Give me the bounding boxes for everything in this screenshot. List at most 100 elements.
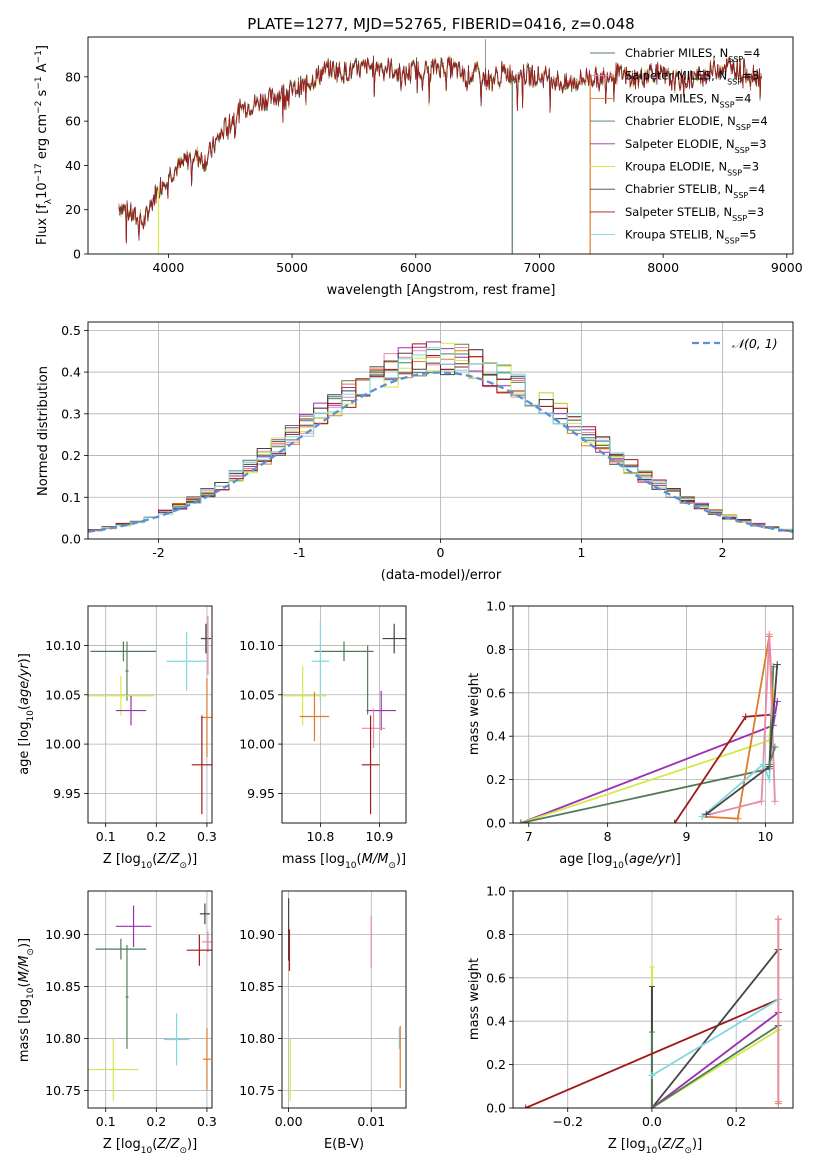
label-part: / (670, 1137, 677, 1152)
weight-series-line (709, 634, 776, 816)
x-tick-label: 8000 (647, 260, 679, 275)
legend-entry: Salpeter ELODIE, NSSP=3 (625, 137, 767, 155)
y-tick-label: 10.00 (45, 737, 81, 752)
y-tick-label: 10.85 (45, 979, 81, 994)
label-part: / (372, 852, 379, 867)
x-axis-label: Z [log10(Z/Z⊙)] (608, 1137, 702, 1156)
legend-nssp: =4 (751, 114, 768, 128)
legend-name: Kroupa STELIB, N (625, 228, 725, 242)
label-part: ⊙ (26, 948, 36, 956)
legend-nssp: =4 (748, 182, 765, 196)
label-part: age (629, 852, 653, 867)
legend-entry: Salpeter STELIB, NSSP=3 (625, 205, 764, 223)
label-part: −1 (34, 76, 44, 89)
legend-sub: SSP (720, 100, 735, 109)
y-tick-label: 9.95 (53, 786, 81, 801)
label-part: Z [log (103, 1137, 141, 1152)
y-axis-label: age [log10(age/yr)] (17, 653, 36, 775)
label-part: )] (17, 938, 32, 948)
x-tick-label: 0.3 (197, 1114, 217, 1129)
weight-series-line (768, 746, 776, 765)
legend-name: Chabrier ELODIE, N (625, 114, 736, 128)
age-vs-mass-axes (278, 606, 406, 827)
label-part: mass [log (282, 852, 345, 867)
legend-entry: Kroupa STELIB, NSSP=5 (625, 228, 756, 246)
y-tick-label: 0.0 (486, 816, 506, 831)
normal-reference-curve (88, 371, 793, 533)
label-part: ( (17, 705, 32, 710)
label-part: )] (692, 1137, 702, 1152)
label-part: / (17, 965, 32, 972)
y-tick-label: 1.0 (486, 884, 506, 899)
legend-name: Kroupa ELODIE, N (625, 160, 727, 174)
y-tick-label: 80 (65, 69, 81, 84)
label-part: yr (657, 852, 673, 867)
y-tick-label: 0.0 (486, 1101, 506, 1116)
weight-series-line (520, 666, 775, 823)
y-tick-label: 0.2 (61, 448, 81, 463)
label-part: 10 (26, 710, 36, 722)
age-vs-mass-plot-area (282, 621, 406, 815)
weight-series-line (651, 998, 779, 1077)
legend-sub: SSP (733, 191, 748, 200)
legend-sub: SSP (727, 168, 742, 177)
label-part: )] (187, 1137, 197, 1152)
legend-nssp: =3 (742, 160, 759, 174)
y-tick-label: 20 (65, 202, 81, 217)
y-tick-label: 10.10 (45, 638, 81, 653)
legend-name: Chabrier STELIB, N (625, 182, 733, 196)
y-tick-label: 0.4 (486, 729, 506, 744)
legend-sub: SSP (732, 213, 747, 222)
spectrum-plot-area (118, 39, 762, 254)
y-tick-label: 10.80 (45, 1031, 81, 1046)
legend-entry: Kroupa MILES, NSSP=4 (625, 91, 751, 109)
y-tick-label: 0.4 (61, 365, 81, 380)
mass-vs-Z-axes (84, 891, 212, 1112)
label-part: ⊙ (179, 861, 187, 871)
label-part: ( (152, 1137, 157, 1152)
label-part: )] (671, 852, 681, 867)
spectrum-axes (84, 76, 788, 258)
label-part: / (17, 675, 32, 682)
weight-series-line (651, 949, 780, 1108)
x-tick-label: 7 (525, 829, 533, 844)
legend-name: Salpeter MILES, N (625, 69, 727, 83)
label-part: Z (156, 852, 167, 867)
label-part: A (35, 63, 50, 76)
residual-hist-frame (87, 321, 794, 540)
weight-vs-age-plot-area (517, 630, 781, 823)
x-tick-label: 10 (757, 829, 773, 844)
y-axis-label: mass weight (467, 958, 482, 1040)
legend-entry: Chabrier MILES, NSSP=4 (625, 46, 760, 64)
x-tick-label: 0.1 (96, 829, 116, 844)
y-tick-label: 0.3 (61, 406, 81, 421)
legend-name: Chabrier MILES, N (625, 46, 728, 60)
label-part: −17 (34, 163, 44, 182)
label-part: 10 (35, 182, 50, 199)
x-tick-label: -1 (293, 545, 305, 560)
mass-vs-Z-plot-area (88, 903, 212, 1101)
label-part: ⊙ (388, 861, 396, 871)
y-tick-label: 10.90 (239, 927, 275, 942)
label-part: / (165, 852, 172, 867)
mass-vs-EBV-axes (278, 891, 406, 1112)
y-tick-label: 0.4 (486, 1014, 506, 1029)
x-tick-label: 9 (683, 829, 691, 844)
label-part: 10 (345, 861, 357, 871)
legend-nssp: =3 (747, 205, 764, 219)
y-axis-label: Normed distribution (36, 366, 51, 496)
label-part: ( (657, 1137, 662, 1152)
label-part: 10 (141, 861, 153, 871)
y-tick-label: 10.10 (239, 638, 275, 653)
label-part: ( (624, 852, 629, 867)
y-tick-label: 0.2 (486, 1057, 506, 1072)
weight-series-line (520, 701, 779, 823)
weight-series-line (651, 1011, 779, 1108)
label-part: 10 (646, 1146, 658, 1156)
legend-entry: Kroupa ELODIE, NSSP=3 (625, 160, 759, 178)
figure-title: PLATE=1277, MJD=52765, FIBERID=0416, z=0… (247, 15, 634, 33)
legend-nssp: =3 (750, 137, 767, 151)
y-tick-label: 9.95 (247, 786, 275, 801)
mass-vs-EBV-frame (281, 890, 407, 1109)
legend-name: Salpeter STELIB, N (625, 205, 732, 219)
